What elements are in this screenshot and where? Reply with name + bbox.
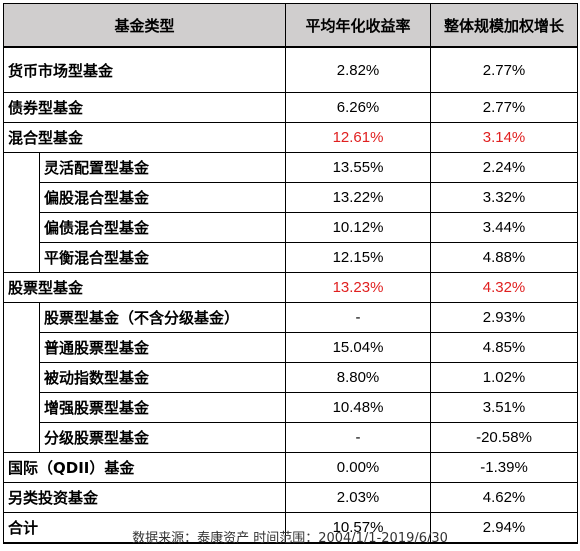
annual-return-value: 13.55% — [285, 152, 432, 183]
table-row: 债券型基金 6.26% 2.77% — [2, 92, 579, 123]
table-row: 被动指数型基金 8.80% 1.02% — [3, 362, 579, 393]
source-note: 数据来源：泰康资产 时间范围：2004/1/1-2019/6/30 — [132, 531, 448, 546]
fund-subtype-name: 普通股票型基金 — [38, 332, 287, 363]
fund-type-name: 混合型基金 — [2, 122, 287, 153]
annual-return-value: 13.23% — [285, 272, 432, 303]
header-fund-type: 基金类型 — [2, 3, 287, 48]
fund-subtype-name: 股票型基金（不含分级基金） — [38, 302, 287, 333]
annual-return-value: 12.15% — [285, 242, 432, 273]
indent-cell — [3, 242, 40, 273]
table-row: 国际（QDII）基金 0.00% -1.39% — [2, 452, 579, 483]
fund-subtype-name: 分级股票型基金 — [38, 422, 287, 453]
annual-return-value: 8.80% — [285, 362, 432, 393]
fund-type-name: 货币市场型基金 — [2, 46, 287, 93]
scale-growth-value: 2.24% — [430, 152, 579, 183]
annual-return-value: 12.61% — [285, 122, 432, 153]
table-body: 货币市场型基金 2.82% 2.77% 债券型基金 6.26% 2.77% 混合型基金 12.… — [2, 46, 579, 544]
scale-growth-value: 3.14% — [430, 122, 579, 153]
indent-cell — [3, 392, 40, 423]
table-row: 偏股混合型基金 13.22% 3.32% — [3, 182, 579, 213]
scale-growth-value: 2.77% — [430, 92, 579, 123]
fund-subtype-name: 被动指数型基金 — [38, 362, 287, 393]
annual-return-value: 10.57% — [285, 512, 432, 544]
annual-return-value: 10.48% — [285, 392, 432, 423]
scale-growth-value: 4.62% — [430, 482, 579, 513]
indent-cell — [3, 152, 40, 183]
table-row: 平衡混合型基金 12.15% 4.88% — [3, 242, 579, 273]
table-row: 货币市场型基金 2.82% 2.77% — [2, 46, 579, 93]
indent-cell — [3, 332, 40, 363]
table-row: 混合型基金 12.61% 3.14% — [2, 122, 579, 153]
scale-growth-value: -20.58% — [430, 422, 579, 453]
table-row: 普通股票型基金 15.04% 4.85% — [3, 332, 579, 363]
annual-return-value: - — [285, 422, 432, 453]
scale-growth-value: 1.02% — [430, 362, 579, 393]
scale-growth-value: 4.32% — [430, 272, 579, 303]
indent-cell — [3, 182, 40, 213]
table-row: 分级股票型基金 - -20.58% — [3, 422, 579, 453]
annual-return-value: 10.12% — [285, 212, 432, 243]
fund-type-name: 合计 — [2, 512, 287, 544]
annual-return-value: - — [285, 302, 432, 333]
scale-growth-value: 2.94% — [430, 512, 579, 544]
fund-return-table: 基金类型 平均年化收益率 整体规模加权增长 货币市场型基金 2.82% 2.77% 债… — [2, 3, 579, 544]
scale-growth-value: 3.44% — [430, 212, 579, 243]
scale-growth-value: 2.77% — [430, 46, 579, 93]
fund-subtype-name: 平衡混合型基金 — [38, 242, 287, 273]
header-annual-return: 平均年化收益率 — [285, 3, 432, 48]
scale-growth-value: 2.93% — [430, 302, 579, 333]
indent-cell — [3, 422, 40, 453]
fund-subtype-name: 增强股票型基金 — [38, 392, 287, 423]
scale-growth-value: 3.32% — [430, 182, 579, 213]
scale-growth-value: 4.85% — [430, 332, 579, 363]
scale-growth-value: 4.88% — [430, 242, 579, 273]
table-row: 增强股票型基金 10.48% 3.51% — [3, 392, 579, 423]
annual-return-value: 15.04% — [285, 332, 432, 363]
fund-type-name: 股票型基金 — [2, 272, 287, 303]
table-row: 股票型基金（不含分级基金） -2.93% — [3, 302, 579, 333]
header-scale-growth: 整体规模加权增长 — [430, 3, 579, 48]
header-row: 基金类型 平均年化收益率 整体规模加权增长 — [2, 3, 579, 48]
fund-subtype-name: 偏股混合型基金 — [38, 182, 287, 213]
annual-return-value: 2.03% — [285, 482, 432, 513]
table-row: 偏债混合型基金 10.12% 3.44% — [3, 212, 579, 243]
table-row: 灵活配置型基金 13.55% 2.24% — [3, 152, 579, 183]
table-row: 合计 10.57% 2.94% — [2, 512, 579, 544]
annual-return-value: 13.22% — [285, 182, 432, 213]
fund-type-name: 国际（QDII）基金 — [2, 452, 287, 483]
fund-type-name: 另类投资基金 — [2, 482, 287, 513]
fund-subtype-name: 偏债混合型基金 — [38, 212, 287, 243]
indent-cell — [3, 362, 40, 393]
table-row: 股票型基金 13.23% 4.32% — [2, 272, 579, 303]
indent-cell — [3, 302, 40, 333]
table-row: 另类投资基金 2.03% 4.62% — [2, 482, 579, 513]
fund-subtype-name: 灵活配置型基金 — [38, 152, 287, 183]
scale-growth-value: -1.39% — [430, 452, 579, 483]
fund-type-name: 债券型基金 — [2, 92, 287, 123]
annual-return-value: 2.82% — [285, 46, 432, 93]
annual-return-value: 0.00% — [285, 452, 432, 483]
scale-growth-value: 3.51% — [430, 392, 579, 423]
indent-cell — [3, 212, 40, 243]
annual-return-value: 6.26% — [285, 92, 432, 123]
